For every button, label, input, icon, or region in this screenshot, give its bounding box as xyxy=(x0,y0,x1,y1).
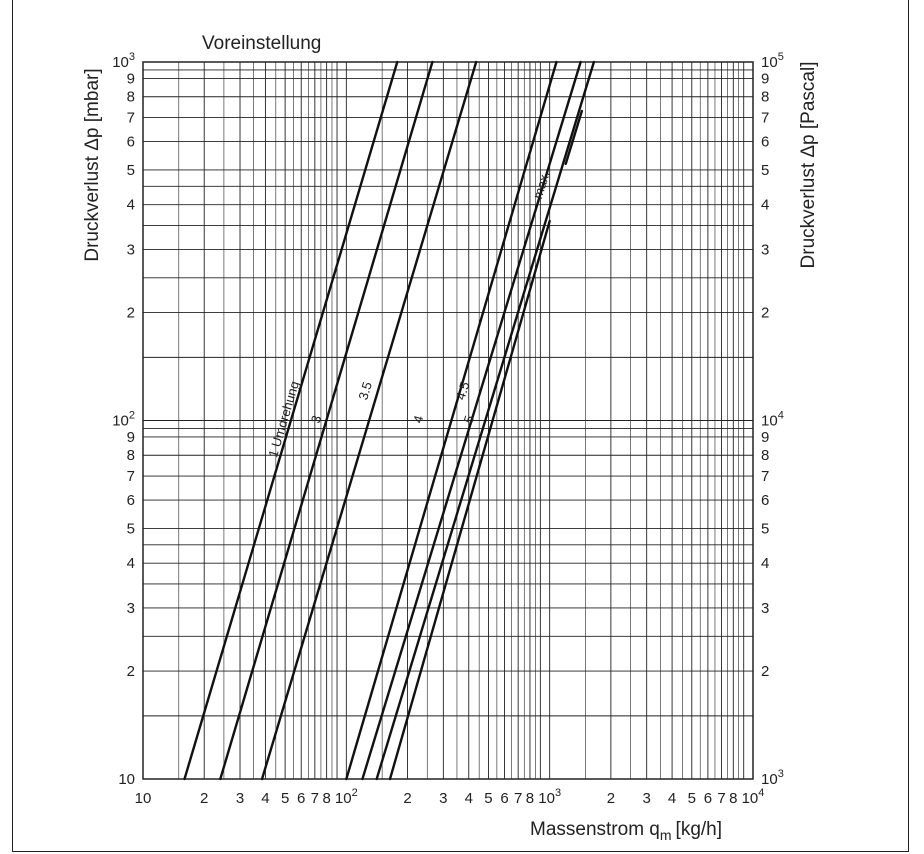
x-axis-label: Massenstrom qm [kg/h] xyxy=(530,819,722,843)
y-tick-label-right: 105 xyxy=(761,51,784,71)
y-tick-label-left: 102 xyxy=(112,410,135,430)
y-tick-label-right: 7 xyxy=(761,110,769,127)
y-tick-label-left: 7 xyxy=(127,468,135,485)
y-tick-label-left: 3 xyxy=(127,241,135,258)
y-tick-label-left: 9 xyxy=(127,429,135,446)
y-tick-label-left: 5 xyxy=(127,162,135,179)
curve-line xyxy=(260,60,478,781)
x-tick-label: 2 xyxy=(403,790,411,807)
y-tick-label-left: 2 xyxy=(127,305,135,322)
x-tick-label: 8 xyxy=(526,790,534,807)
y-tick-label-right: 104 xyxy=(761,410,784,430)
curve-line xyxy=(564,109,584,166)
y-tick-label-right: 5 xyxy=(761,162,769,179)
curve-label: 4 xyxy=(410,414,426,425)
plot-border xyxy=(142,61,754,780)
x-tick-label: 6 xyxy=(500,790,508,807)
y-tick-exponent: 4 xyxy=(778,410,784,422)
x-tick-exponent: 4 xyxy=(758,787,764,799)
x-tick-label: 3 xyxy=(236,790,244,807)
y-tick-label-left: 10 xyxy=(118,771,135,788)
x-axis-label-main: Massenstrom q xyxy=(530,819,660,840)
x-tick-label: 7 xyxy=(514,790,522,807)
x-tick-label: 7 xyxy=(311,790,319,807)
x-axis-label-subscript: m xyxy=(660,827,672,843)
x-tick-label: 3 xyxy=(643,790,651,807)
y-tick-label-right: 7 xyxy=(761,468,769,485)
y-tick-label-right: 3 xyxy=(761,600,769,617)
x-tick-label: 2 xyxy=(607,790,615,807)
y-tick-label-left: 5 xyxy=(127,520,135,537)
x-tick-label: 7 xyxy=(717,790,725,807)
chart-title: Voreinstellung xyxy=(202,33,321,54)
x-tick-exponent: 2 xyxy=(352,787,358,799)
y-tick-label-right: 5 xyxy=(761,520,769,537)
x-tick-label: 6 xyxy=(297,790,305,807)
x-tick-label: 3 xyxy=(439,790,447,807)
x-tick-label: 8 xyxy=(322,790,330,807)
y-axis-label-left: Druckverlust Δp [mbar] xyxy=(82,68,103,261)
y-tick-label-right: 4 xyxy=(761,197,769,214)
y-tick-label-right: 6 xyxy=(761,492,769,509)
x-tick-label: 5 xyxy=(484,790,492,807)
y-tick-exponent: 3 xyxy=(129,51,135,63)
curve-line xyxy=(361,60,582,781)
x-tick-label: 5 xyxy=(688,790,696,807)
x-tick-labels: 10 2 3 4 5 6 7 8 102 2 3 4 5 6 7 8 103 2 3 4 5 6 7 8 104 xyxy=(135,787,765,807)
x-tick-label: 4 xyxy=(261,790,269,807)
y-tick-label-left: 3 xyxy=(127,600,135,617)
y-tick-label-left: 4 xyxy=(127,197,135,214)
y-tick-label-left: 7 xyxy=(127,110,135,127)
x-tick-label: 104 xyxy=(742,787,765,807)
y-tick-label-right: 4 xyxy=(761,555,769,572)
curve-line xyxy=(375,60,596,781)
y-tick-label-right: 8 xyxy=(761,447,769,464)
x-tick-exponent: 3 xyxy=(555,787,561,799)
y-tick-label-left: 8 xyxy=(127,447,135,464)
x-tick-label: 2 xyxy=(200,790,208,807)
y-tick-label-left: 103 xyxy=(112,51,135,71)
x-tick-label: 4 xyxy=(465,790,473,807)
y-tick-label-left: 6 xyxy=(127,492,135,509)
x-tick-label: 6 xyxy=(704,790,712,807)
y-tick-label-right: 8 xyxy=(761,89,769,106)
y-tick-exponent: 3 xyxy=(778,768,784,780)
figure-frame xyxy=(12,0,909,852)
x-tick-label: 5 xyxy=(281,790,289,807)
horizontal-gridlines xyxy=(143,61,753,780)
y-tick-label-left: 8 xyxy=(127,89,135,106)
x-tick-label: 103 xyxy=(538,787,561,807)
curve-line xyxy=(183,60,399,781)
curve-label: 3.5 xyxy=(355,380,375,402)
y-tick-exponent: 2 xyxy=(129,410,135,422)
x-tick-label: 10 xyxy=(135,790,152,807)
x-tick-label: 102 xyxy=(335,787,358,807)
y-tick-label-right: 9 xyxy=(761,70,769,87)
y-tick-label-left: 4 xyxy=(127,555,135,572)
curve-label: 3 xyxy=(308,414,324,425)
x-tick-label: 8 xyxy=(729,790,737,807)
curve-label: 5 xyxy=(461,414,477,425)
y-tick-label-right: 3 xyxy=(761,241,769,258)
y-tick-exponent: 5 xyxy=(778,51,784,63)
y-tick-label-left: 2 xyxy=(127,663,135,680)
x-axis-label-unit: [kg/h] xyxy=(676,819,722,840)
curve-line xyxy=(388,219,551,781)
y-tick-label-left: 9 xyxy=(127,70,135,87)
curve-label: 4.5 xyxy=(453,380,473,402)
y-tick-label-right: 103 xyxy=(761,768,784,788)
y-tick-label-right: 2 xyxy=(761,305,769,322)
y-tick-label-left: 6 xyxy=(127,134,135,151)
pressure-curves xyxy=(183,60,596,781)
y-tick-label-right: 2 xyxy=(761,663,769,680)
y-axis-label-right: Druckverlust Δp [Pascal] xyxy=(798,62,819,269)
curve-line xyxy=(219,60,434,781)
y-tick-label-right: 9 xyxy=(761,429,769,446)
y-tick-label-right: 6 xyxy=(761,134,769,151)
curve-line xyxy=(345,60,558,781)
x-tick-label: 4 xyxy=(668,790,676,807)
